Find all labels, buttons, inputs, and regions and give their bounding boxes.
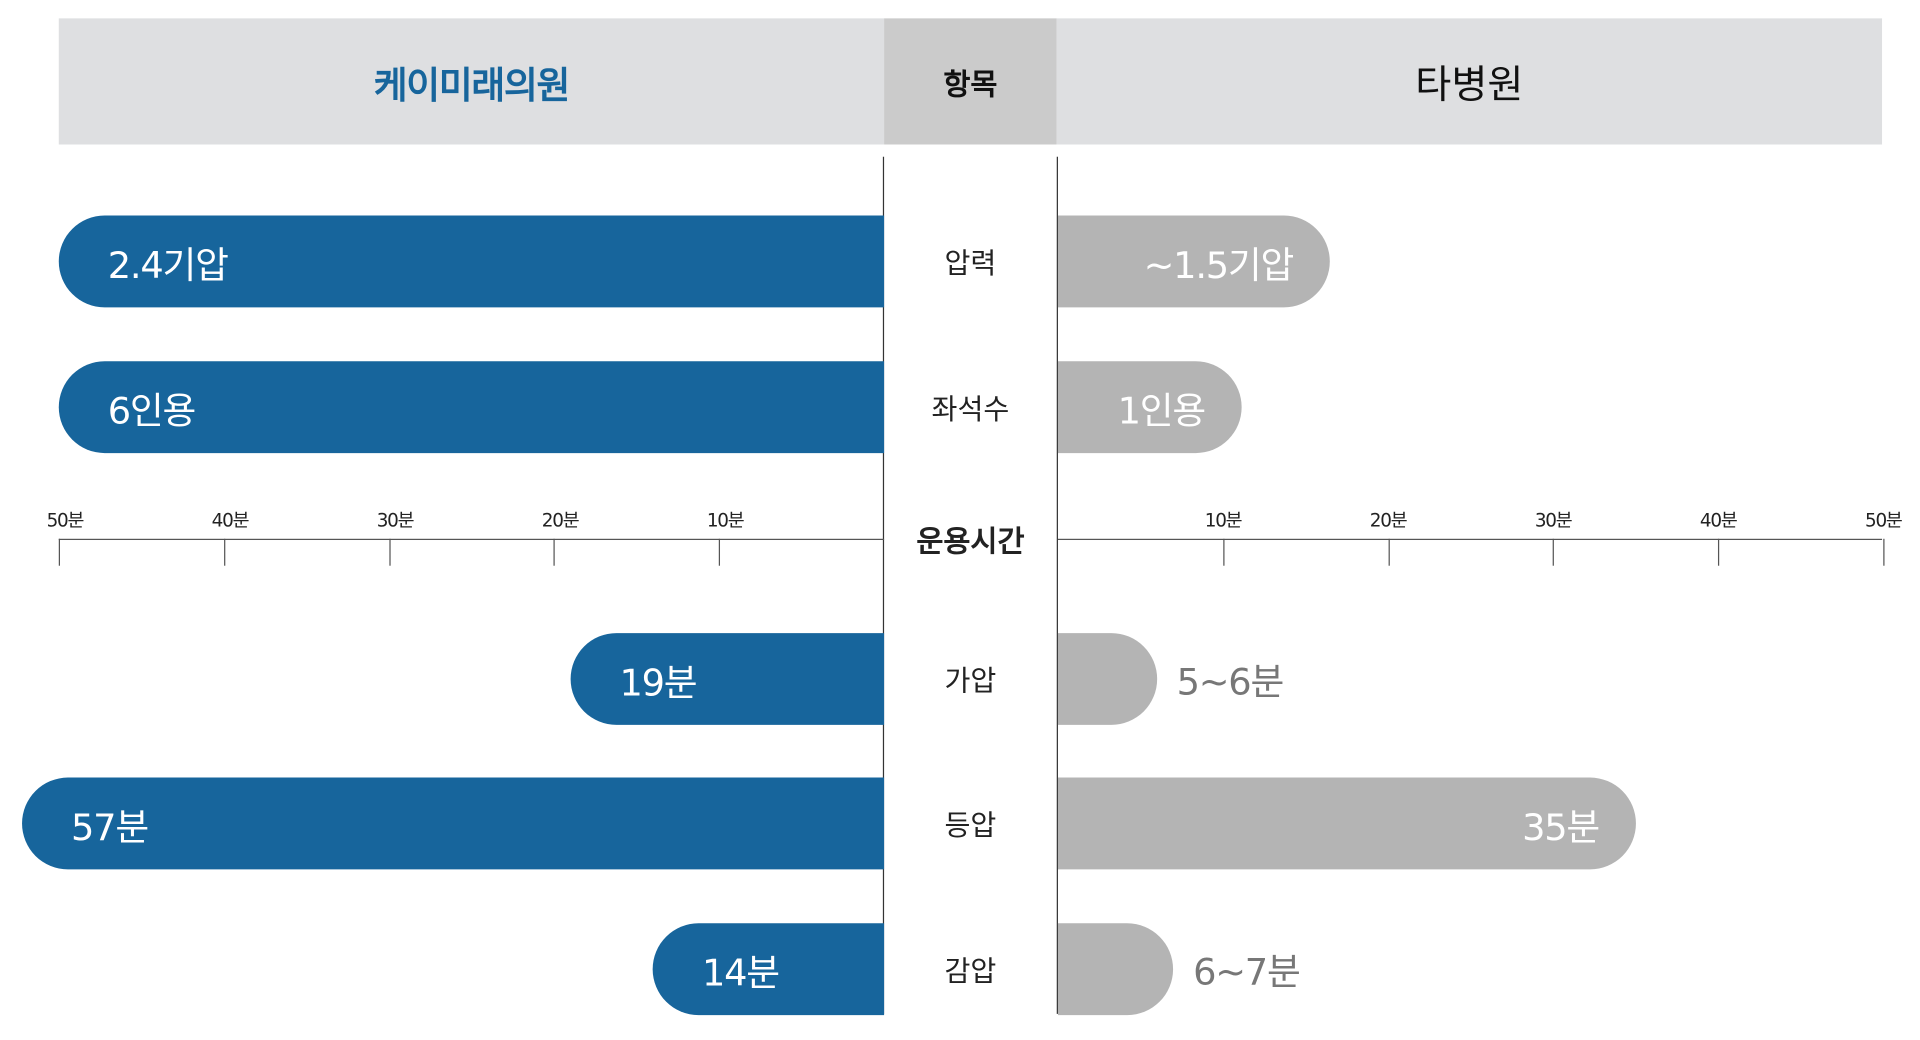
bar-left: 2.4기압 — [58, 215, 885, 308]
bar-right-label: 35분 — [1522, 806, 1600, 850]
category-label: 압력 — [944, 248, 997, 281]
bar-left: 6인용 — [58, 361, 885, 454]
tick-left — [553, 538, 556, 566]
bar-left: 19분 — [570, 633, 885, 725]
category-label: 좌석수 — [931, 394, 1010, 427]
tick-left — [58, 538, 61, 566]
axis-left — [58, 538, 885, 541]
tick-label-left: 50분 — [46, 509, 85, 532]
header-left-label: 케이미래의원 — [373, 64, 571, 108]
bar-right: 1인용 — [1057, 361, 1242, 454]
header-left: 케이미래의원 — [58, 18, 885, 145]
bar-left-label: 14분 — [701, 952, 780, 995]
tick-label-right: 40분 — [1699, 509, 1738, 532]
bar-left: 14분 — [652, 923, 885, 1016]
bar-right-label: 1인용 — [1117, 390, 1207, 433]
bar-right — [1057, 923, 1174, 1016]
bar-right-label: ~1.5기압 — [1143, 244, 1295, 288]
bar-left-label: 6인용 — [107, 390, 197, 433]
bar-right: ~1.5기압 — [1057, 215, 1330, 308]
tick-label-left: 10분 — [706, 509, 745, 532]
bar-right — [1057, 633, 1157, 725]
divider-left — [882, 156, 885, 1014]
tick-right — [1883, 538, 1885, 566]
tick-label-left: 30분 — [376, 509, 415, 532]
tick-right — [1553, 538, 1555, 566]
bar-left-label: 2.4기압 — [107, 244, 229, 288]
header-right-label: 타병원 — [1415, 60, 1524, 108]
tick-right — [1223, 538, 1225, 566]
tick-left — [719, 538, 721, 566]
category-label: 등압 — [944, 810, 997, 843]
tick-label-right: 10분 — [1204, 509, 1243, 532]
tick-label-left: 40분 — [211, 509, 250, 532]
axis-title: 운용시간 — [916, 524, 1025, 559]
header-right: 타병원 — [1056, 18, 1883, 145]
bar-right: 35분 — [1057, 777, 1636, 870]
bar-left-label: 19분 — [619, 661, 697, 705]
axis-right — [1057, 538, 1883, 541]
tick-right — [1718, 538, 1720, 566]
tick-left — [223, 538, 226, 566]
tick-left — [388, 538, 391, 566]
tick-label-right: 30분 — [1534, 509, 1573, 532]
tick-label-right: 20분 — [1369, 509, 1408, 532]
tick-right — [1388, 538, 1390, 566]
divider-right — [1056, 156, 1058, 1014]
category-label: 감압 — [944, 956, 997, 989]
header-center-label: 항목 — [943, 67, 998, 102]
tick-label-right: 50분 — [1864, 509, 1903, 532]
tick-label-left: 20분 — [541, 509, 580, 532]
category-label: 가압 — [944, 666, 997, 698]
header-center: 항목 — [884, 18, 1057, 145]
bar-right-label: 5~6분 — [1176, 661, 1285, 705]
bar-left: 57분 — [22, 777, 885, 870]
bar-right-label: 6~7분 — [1193, 951, 1301, 995]
bar-left-label: 57분 — [71, 806, 149, 850]
